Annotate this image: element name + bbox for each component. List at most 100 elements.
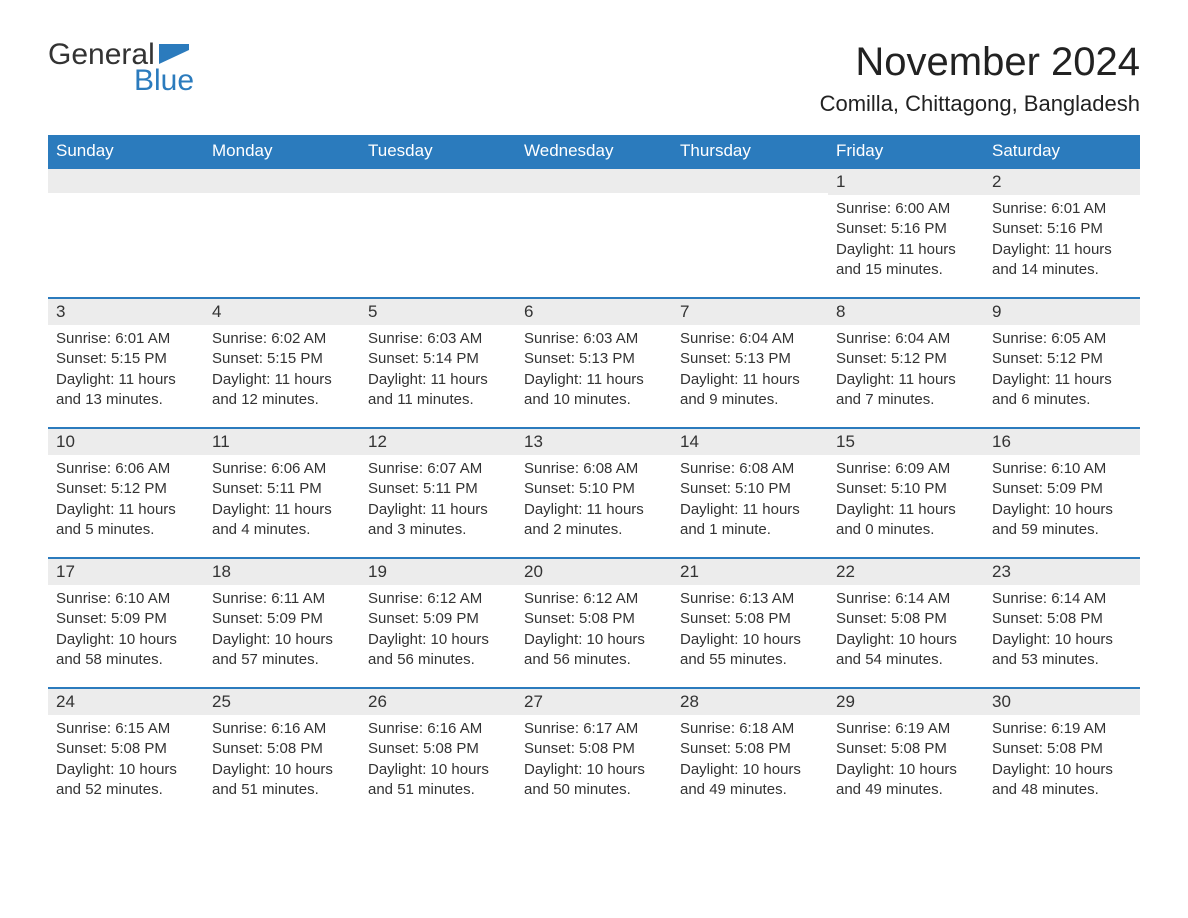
- day-number: 3: [48, 297, 204, 325]
- day-number: 9: [984, 297, 1140, 325]
- daylight-text: Daylight: 10 hours and 57 minutes.: [212, 630, 352, 671]
- daylight-text: Daylight: 11 hours and 13 minutes.: [56, 370, 196, 411]
- sunset-text: Sunset: 5:08 PM: [680, 609, 820, 629]
- col-wednesday: Wednesday: [516, 135, 672, 167]
- col-friday: Friday: [828, 135, 984, 167]
- calendar-cell: 5Sunrise: 6:03 AMSunset: 5:14 PMDaylight…: [360, 297, 516, 427]
- sunrise-text: Sunrise: 6:02 AM: [212, 329, 352, 349]
- daylight-text: Daylight: 10 hours and 50 minutes.: [524, 760, 664, 801]
- daylight-text: Daylight: 11 hours and 2 minutes.: [524, 500, 664, 541]
- calendar-cell: 15Sunrise: 6:09 AMSunset: 5:10 PMDayligh…: [828, 427, 984, 557]
- daylight-text: Daylight: 11 hours and 11 minutes.: [368, 370, 508, 411]
- sunrise-text: Sunrise: 6:06 AM: [56, 459, 196, 479]
- day-number: 18: [204, 557, 360, 585]
- calendar-cell: 6Sunrise: 6:03 AMSunset: 5:13 PMDaylight…: [516, 297, 672, 427]
- day-body: Sunrise: 6:13 AMSunset: 5:08 PMDaylight:…: [672, 585, 828, 678]
- calendar-cell: 4Sunrise: 6:02 AMSunset: 5:15 PMDaylight…: [204, 297, 360, 427]
- day-body: Sunrise: 6:04 AMSunset: 5:13 PMDaylight:…: [672, 325, 828, 418]
- day-body: Sunrise: 6:03 AMSunset: 5:14 PMDaylight:…: [360, 325, 516, 418]
- daylight-text: Daylight: 10 hours and 49 minutes.: [680, 760, 820, 801]
- calendar-cell: 13Sunrise: 6:08 AMSunset: 5:10 PMDayligh…: [516, 427, 672, 557]
- day-number: 11: [204, 427, 360, 455]
- sunrise-text: Sunrise: 6:05 AM: [992, 329, 1132, 349]
- day-body: Sunrise: 6:06 AMSunset: 5:12 PMDaylight:…: [48, 455, 204, 548]
- day-number: 16: [984, 427, 1140, 455]
- sunset-text: Sunset: 5:13 PM: [524, 349, 664, 369]
- day-number: 28: [672, 687, 828, 715]
- day-body: Sunrise: 6:06 AMSunset: 5:11 PMDaylight:…: [204, 455, 360, 548]
- sunset-text: Sunset: 5:13 PM: [680, 349, 820, 369]
- sunrise-text: Sunrise: 6:08 AM: [524, 459, 664, 479]
- calendar-week: 17Sunrise: 6:10 AMSunset: 5:09 PMDayligh…: [48, 557, 1140, 687]
- sunset-text: Sunset: 5:09 PM: [56, 609, 196, 629]
- day-number: 17: [48, 557, 204, 585]
- daylight-text: Daylight: 11 hours and 7 minutes.: [836, 370, 976, 411]
- day-number: 12: [360, 427, 516, 455]
- daylight-text: Daylight: 11 hours and 12 minutes.: [212, 370, 352, 411]
- day-body: Sunrise: 6:09 AMSunset: 5:10 PMDaylight:…: [828, 455, 984, 548]
- calendar-cell: 8Sunrise: 6:04 AMSunset: 5:12 PMDaylight…: [828, 297, 984, 427]
- day-body: Sunrise: 6:12 AMSunset: 5:09 PMDaylight:…: [360, 585, 516, 678]
- sunset-text: Sunset: 5:15 PM: [56, 349, 196, 369]
- sunset-text: Sunset: 5:12 PM: [836, 349, 976, 369]
- day-number: 2: [984, 167, 1140, 195]
- col-tuesday: Tuesday: [360, 135, 516, 167]
- empty-day-bar: [360, 167, 516, 193]
- sunset-text: Sunset: 5:10 PM: [680, 479, 820, 499]
- calendar-cell: [516, 167, 672, 297]
- calendar-week: 1Sunrise: 6:00 AMSunset: 5:16 PMDaylight…: [48, 167, 1140, 297]
- day-number: 7: [672, 297, 828, 325]
- calendar-cell: 3Sunrise: 6:01 AMSunset: 5:15 PMDaylight…: [48, 297, 204, 427]
- calendar-cell: 18Sunrise: 6:11 AMSunset: 5:09 PMDayligh…: [204, 557, 360, 687]
- sunrise-text: Sunrise: 6:03 AM: [368, 329, 508, 349]
- daylight-text: Daylight: 10 hours and 49 minutes.: [836, 760, 976, 801]
- empty-day-bar: [672, 167, 828, 193]
- calendar-cell: 10Sunrise: 6:06 AMSunset: 5:12 PMDayligh…: [48, 427, 204, 557]
- sunrise-text: Sunrise: 6:19 AM: [836, 719, 976, 739]
- day-header-row: Sunday Monday Tuesday Wednesday Thursday…: [48, 135, 1140, 167]
- daylight-text: Daylight: 10 hours and 51 minutes.: [368, 760, 508, 801]
- day-body: Sunrise: 6:19 AMSunset: 5:08 PMDaylight:…: [984, 715, 1140, 808]
- day-number: 10: [48, 427, 204, 455]
- sunrise-text: Sunrise: 6:10 AM: [56, 589, 196, 609]
- calendar-week: 3Sunrise: 6:01 AMSunset: 5:15 PMDaylight…: [48, 297, 1140, 427]
- day-number: 20: [516, 557, 672, 585]
- sunset-text: Sunset: 5:08 PM: [212, 739, 352, 759]
- daylight-text: Daylight: 11 hours and 14 minutes.: [992, 240, 1132, 281]
- day-body: Sunrise: 6:04 AMSunset: 5:12 PMDaylight:…: [828, 325, 984, 418]
- sunset-text: Sunset: 5:15 PM: [212, 349, 352, 369]
- sunset-text: Sunset: 5:08 PM: [524, 609, 664, 629]
- calendar-cell: [672, 167, 828, 297]
- daylight-text: Daylight: 11 hours and 9 minutes.: [680, 370, 820, 411]
- sunrise-text: Sunrise: 6:12 AM: [524, 589, 664, 609]
- page-header: General Blue November 2024 Comilla, Chit…: [48, 40, 1140, 127]
- day-number: 22: [828, 557, 984, 585]
- sunset-text: Sunset: 5:11 PM: [368, 479, 508, 499]
- sunset-text: Sunset: 5:08 PM: [992, 609, 1132, 629]
- day-number: 29: [828, 687, 984, 715]
- daylight-text: Daylight: 11 hours and 5 minutes.: [56, 500, 196, 541]
- day-body: Sunrise: 6:14 AMSunset: 5:08 PMDaylight:…: [984, 585, 1140, 678]
- calendar-cell: 11Sunrise: 6:06 AMSunset: 5:11 PMDayligh…: [204, 427, 360, 557]
- calendar-cell: 7Sunrise: 6:04 AMSunset: 5:13 PMDaylight…: [672, 297, 828, 427]
- sunrise-text: Sunrise: 6:17 AM: [524, 719, 664, 739]
- daylight-text: Daylight: 11 hours and 3 minutes.: [368, 500, 508, 541]
- sunset-text: Sunset: 5:08 PM: [56, 739, 196, 759]
- daylight-text: Daylight: 10 hours and 55 minutes.: [680, 630, 820, 671]
- sunrise-text: Sunrise: 6:18 AM: [680, 719, 820, 739]
- day-body: Sunrise: 6:01 AMSunset: 5:15 PMDaylight:…: [48, 325, 204, 418]
- sunrise-text: Sunrise: 6:08 AM: [680, 459, 820, 479]
- sunrise-text: Sunrise: 6:19 AM: [992, 719, 1132, 739]
- day-number: 24: [48, 687, 204, 715]
- sunset-text: Sunset: 5:10 PM: [836, 479, 976, 499]
- sunset-text: Sunset: 5:08 PM: [368, 739, 508, 759]
- calendar-cell: 14Sunrise: 6:08 AMSunset: 5:10 PMDayligh…: [672, 427, 828, 557]
- sunset-text: Sunset: 5:09 PM: [212, 609, 352, 629]
- day-body: Sunrise: 6:10 AMSunset: 5:09 PMDaylight:…: [48, 585, 204, 678]
- sunset-text: Sunset: 5:14 PM: [368, 349, 508, 369]
- logo-word2: Blue: [134, 66, 194, 96]
- day-number: 23: [984, 557, 1140, 585]
- daylight-text: Daylight: 11 hours and 10 minutes.: [524, 370, 664, 411]
- sunset-text: Sunset: 5:08 PM: [836, 609, 976, 629]
- calendar-cell: 16Sunrise: 6:10 AMSunset: 5:09 PMDayligh…: [984, 427, 1140, 557]
